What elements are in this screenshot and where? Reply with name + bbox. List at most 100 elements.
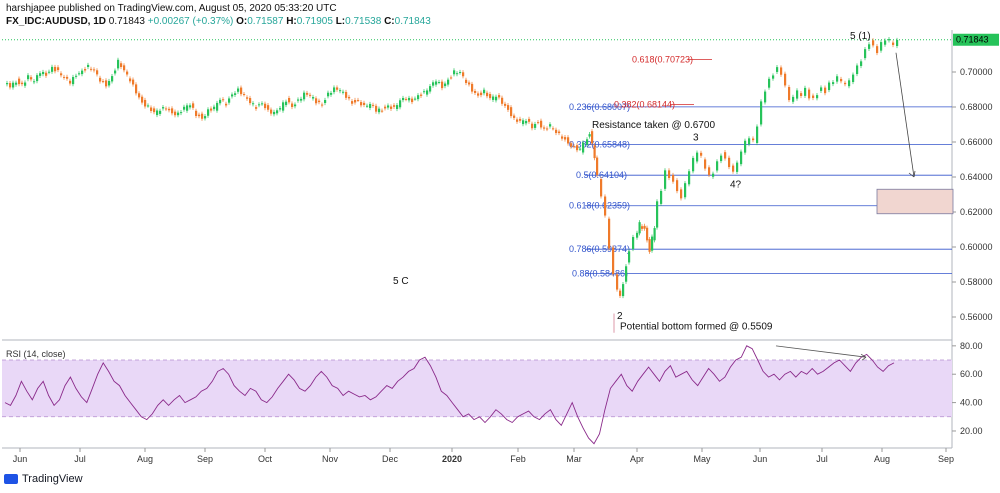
candle-body (33, 81, 36, 83)
target-zone-box (876, 188, 954, 215)
candle-body (333, 87, 336, 93)
fib-level-label: 0.5(0.64104) (576, 170, 627, 180)
candle-body (117, 59, 120, 69)
projection-arrow-line (895, 52, 915, 178)
chart-header: harshjapee published on TradingView.com,… (6, 2, 431, 28)
candle-body (192, 103, 195, 108)
time-tick-label: Jul (74, 454, 86, 464)
candle-body (561, 136, 564, 139)
candle-body (162, 107, 165, 109)
candle-body (147, 105, 150, 107)
candle-body (468, 82, 471, 85)
time-tick-label: Aug (874, 454, 890, 464)
candle-body (306, 92, 309, 95)
candle-body (552, 128, 555, 130)
time-tick-label: 2020 (442, 454, 462, 464)
candle-body (168, 108, 171, 111)
time-tick-label: Oct (258, 454, 273, 464)
candle-body (537, 122, 540, 124)
candle-body (324, 99, 327, 103)
rsi-divergence-arrowhead (860, 353, 867, 361)
candle-body (474, 90, 477, 93)
last-price: 0.71843 (108, 16, 145, 27)
candle-body (381, 110, 384, 112)
candle-body (99, 77, 102, 82)
candle-body (844, 82, 847, 85)
candle-body (393, 105, 396, 107)
candle-body (792, 96, 795, 102)
high-value: 0.71905 (296, 16, 333, 27)
candle-body (219, 99, 222, 104)
fib-level-label: 0.236(0.68007) (569, 102, 630, 112)
candle-body (450, 77, 453, 79)
candle-body (78, 73, 81, 75)
candle-body (267, 105, 270, 110)
candle-body (264, 103, 267, 109)
candle-body (495, 96, 498, 101)
time-tick-label: Nov (322, 454, 339, 464)
candle-body (261, 103, 264, 105)
candle-body (150, 107, 153, 111)
candle-body (48, 71, 51, 73)
candle-body (303, 92, 306, 100)
candle-body (760, 101, 763, 125)
candle-body (321, 104, 324, 106)
symbol-line: FX_IDC:AUDUSD, 1D 0.71843 +0.00267 (+0.3… (6, 16, 431, 27)
rsi-tick-label: 40.00 (960, 398, 983, 408)
candle-body (294, 104, 297, 107)
candle-body (198, 114, 201, 117)
candle-body (384, 106, 387, 109)
candle-body (132, 79, 135, 85)
candle-body (195, 110, 198, 117)
candle-body (108, 80, 111, 86)
candle-body (555, 129, 558, 134)
candle-body (558, 131, 561, 134)
candle-body (516, 119, 519, 122)
candle-body (892, 42, 895, 45)
candle-body (288, 97, 291, 103)
candle-body (237, 88, 240, 92)
time-tick-label: Feb (510, 454, 526, 464)
candle-body (489, 93, 492, 99)
time-tick-label: Jun (753, 454, 768, 464)
candle-body (27, 75, 30, 80)
candle-body (66, 76, 69, 79)
candle-body (700, 152, 703, 156)
candle-body (312, 97, 315, 99)
low-value: 0.71538 (345, 16, 382, 27)
candle-body (156, 110, 159, 116)
price-tick-label: 0.62000 (960, 207, 993, 217)
candle-body (105, 80, 108, 87)
candle-body (534, 123, 537, 128)
candle-body (656, 201, 659, 228)
candle-body (740, 151, 743, 165)
candle-body (856, 65, 859, 75)
candle-body (848, 80, 851, 87)
fib-level-label: 0.618(0.62359) (569, 201, 630, 211)
candle-body (96, 70, 99, 75)
candle-body (411, 98, 414, 103)
candle-body (744, 140, 747, 153)
open-value: 0.71587 (247, 16, 284, 27)
candle-body (728, 157, 731, 168)
symbol-name[interactable]: FX_IDC:AUDUSD, 1D (6, 16, 107, 27)
fib-level-label: 0.786(0.59874) (569, 244, 630, 254)
candle-body (216, 102, 219, 111)
candle-body (120, 63, 123, 68)
candle-body (276, 110, 279, 114)
candle-body (201, 113, 204, 119)
candle-body (348, 96, 351, 99)
candle-body (423, 91, 426, 93)
rsi-band (2, 360, 952, 417)
candle-body (435, 81, 438, 85)
price-chart[interactable]: 0.56000 0.58000 0.60000 0.62000 0.64000 0.660… (0, 0, 1000, 473)
candle-body (408, 97, 411, 101)
candle-body (708, 167, 711, 175)
chart-annotation: 2 (617, 311, 623, 322)
candle-body (378, 108, 381, 113)
candle-body (483, 89, 486, 94)
fib-red-label: 0.618(0.70723) (632, 54, 693, 64)
candle-body (153, 108, 156, 113)
candle-body (884, 40, 887, 45)
candle-body (60, 73, 63, 76)
